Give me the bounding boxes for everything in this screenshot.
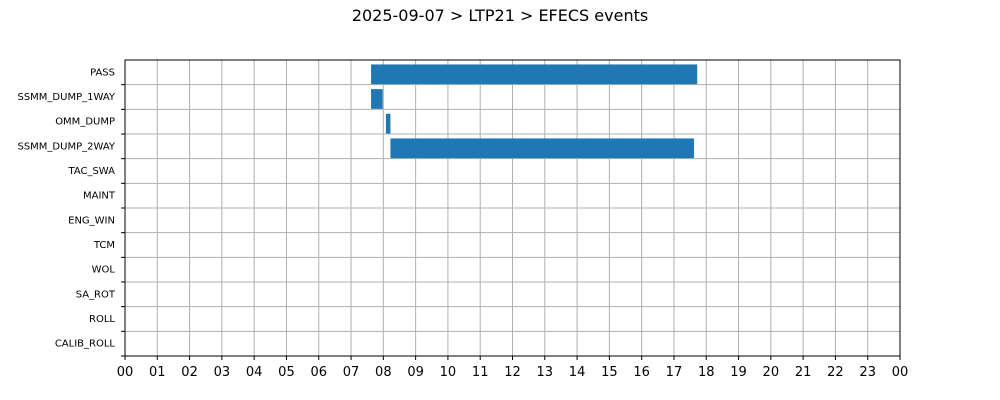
x-tick-label: 04: [246, 365, 263, 380]
x-tick-label: 15: [601, 365, 618, 380]
y-tick-label: MAINT: [83, 191, 116, 202]
x-tick-label: 07: [343, 365, 360, 380]
event-bar: [371, 89, 383, 109]
x-tick-label: 06: [310, 365, 327, 380]
x-tick-label: 19: [730, 365, 747, 380]
x-tick-label: 10: [440, 365, 457, 380]
x-tick-label: 05: [278, 365, 295, 380]
x-tick-label: 09: [407, 365, 424, 380]
grid-lines: [125, 60, 900, 356]
chart-title: 2025-09-07 > LTP21 > EFECS events: [351, 6, 649, 25]
y-tick-label: ENG_WIN: [68, 215, 115, 226]
y-tick-label: TAC_SWA: [67, 166, 115, 177]
y-tick-label: SA_ROT: [76, 289, 116, 300]
event-bar: [371, 64, 698, 85]
x-tick-label: 22: [827, 365, 844, 380]
x-tick-label: 08: [375, 365, 392, 380]
x-tick-label: 23: [859, 365, 876, 380]
x-tick-label: 02: [181, 365, 198, 380]
x-tick-label: 21: [795, 365, 812, 380]
y-tick-label: SSMM_DUMP_1WAY: [17, 92, 115, 103]
x-tick-label: 11: [472, 365, 489, 380]
x-tick-label: 14: [569, 365, 586, 380]
event-bar: [385, 113, 391, 134]
event-bar: [390, 138, 694, 159]
y-tick-label: SSMM_DUMP_2WAY: [17, 141, 115, 152]
y-tick-label: ROLL: [89, 314, 115, 325]
x-tick-label: 12: [504, 365, 521, 380]
x-axis-ticks: 00 01 02 03 04 05 06 07 08 09 10 11 12 13 14 15 16 17 18 19…: [117, 356, 909, 380]
x-tick-label: 03: [214, 365, 231, 380]
x-tick-label: 01: [149, 365, 166, 380]
x-tick-label: 00: [892, 365, 909, 380]
y-tick-label: OMM_DUMP: [55, 117, 115, 128]
x-tick-label: 16: [633, 365, 650, 380]
y-axis-ticks: PASS SSMM_DUMP_1WAY OMM_DUMP SSMM_DUMP_2WAY…: [17, 67, 125, 357]
y-tick-label: WOL: [92, 265, 116, 276]
x-tick-label: 18: [698, 365, 715, 380]
y-tick-label: PASS: [90, 67, 115, 78]
x-tick-label: 13: [537, 365, 554, 380]
x-tick-label: 17: [666, 365, 683, 380]
x-tick-label: 00: [117, 365, 134, 380]
y-tick-label: TCM: [93, 240, 115, 251]
x-tick-label: 20: [763, 365, 780, 380]
event-bars: [371, 64, 698, 159]
y-tick-label: CALIB_ROLL: [55, 339, 116, 350]
